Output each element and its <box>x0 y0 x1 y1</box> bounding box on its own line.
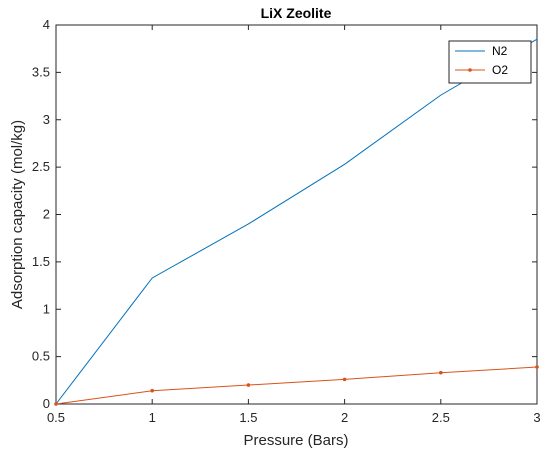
legend-n2-label: N2 <box>492 44 508 58</box>
series-layer <box>54 38 539 406</box>
x-axis: 0.5 1 1.5 2 2.5 3 <box>47 25 541 425</box>
x-tick-label: 1.5 <box>239 410 257 425</box>
y-tick-label: 3.5 <box>32 64 50 79</box>
y-tick-label: 0.5 <box>32 349 50 364</box>
data-point-o2 <box>150 388 154 393</box>
x-tick-label: 1 <box>149 410 156 425</box>
x-tick-label: 0.5 <box>47 410 65 425</box>
x-axis-title: Pressure (Bars) <box>243 432 348 449</box>
legend: N2 O2 <box>448 40 532 84</box>
legend-o2-marker <box>468 68 472 72</box>
series-line-o2 <box>55 366 538 405</box>
y-tick-label: 2.5 <box>32 159 50 174</box>
y-axis: 0 0.5 1 1.5 2 2.5 3 3.5 4 <box>32 17 537 411</box>
y-tick-label: 3 <box>43 112 50 127</box>
x-tick-label: 2.5 <box>432 410 450 425</box>
data-point-o2 <box>54 402 58 406</box>
plot-area <box>55 24 538 405</box>
data-point-o2 <box>439 370 443 375</box>
y-tick-label: 1 <box>43 301 50 316</box>
x-tick-label: 2 <box>341 410 348 425</box>
legend-o2-label: O2 <box>492 63 508 77</box>
data-point-o2 <box>342 377 347 382</box>
y-axis-title: Adsorption capacity (mol/kg) <box>9 120 26 309</box>
x-tick-label: 3 <box>533 410 540 425</box>
y-tick-label: 4 <box>43 17 50 32</box>
series-line-n2 <box>55 38 538 405</box>
data-point-o2 <box>246 383 251 387</box>
chart-title: LiX Zeolite <box>261 5 332 21</box>
y-tick-label: 2 <box>43 207 50 222</box>
y-tick-label: 1.5 <box>32 254 50 269</box>
data-point-o2 <box>535 365 539 369</box>
legend-box <box>448 40 532 84</box>
y-tick-label: 0 <box>43 396 50 411</box>
